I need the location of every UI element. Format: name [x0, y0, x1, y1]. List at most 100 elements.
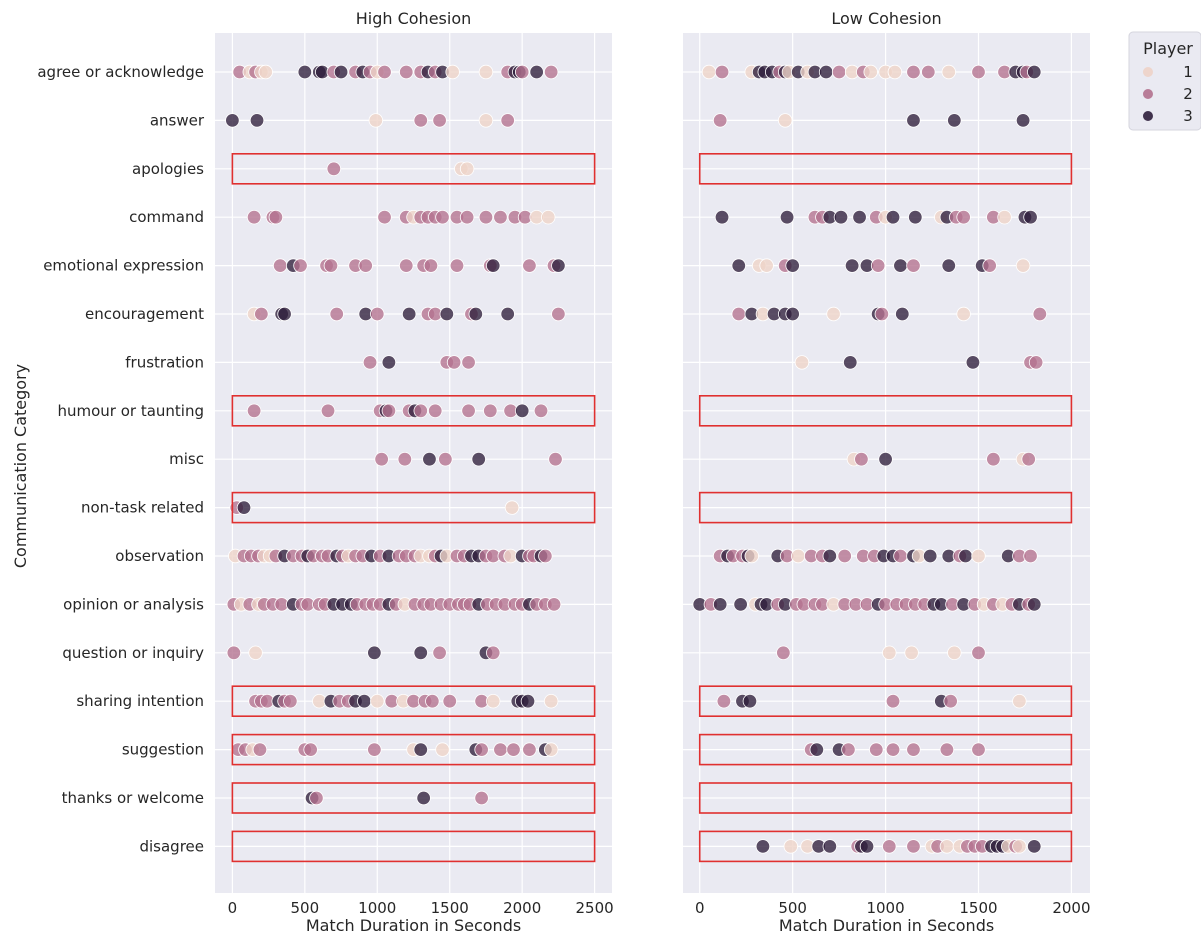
data-point: [225, 113, 240, 128]
highlight-box: [698, 491, 1073, 524]
x-axis-label: Match Duration in Seconds: [306, 916, 521, 935]
legend-entry-label: 3: [1183, 107, 1193, 125]
data-point: [432, 645, 447, 661]
panel-title: High Cohesion: [356, 9, 472, 28]
data-point: [742, 694, 758, 709]
data-point: [468, 306, 484, 322]
data-point: [522, 742, 537, 757]
data-point: [997, 209, 1012, 225]
data-point: [878, 452, 893, 467]
data-point: [783, 839, 798, 854]
x-tick-label: 1500: [959, 899, 997, 917]
data-point: [794, 355, 810, 370]
data-point: [367, 645, 382, 661]
data-point: [822, 839, 838, 854]
data-point: [413, 742, 428, 757]
data-point: [701, 64, 717, 80]
highlight-box: [231, 394, 596, 427]
data-point: [435, 209, 450, 225]
data-point: [514, 403, 530, 419]
data-point: [442, 694, 457, 709]
data-point: [874, 306, 890, 322]
legend-frame: [1128, 31, 1201, 131]
data-point: [869, 742, 884, 757]
data-point: [446, 355, 462, 370]
data-point: [1021, 452, 1036, 467]
data-point: [283, 694, 298, 709]
data-point: [504, 500, 520, 515]
highlight-box: [698, 830, 1073, 863]
category-label: frustration: [125, 353, 204, 371]
data-point: [478, 209, 494, 225]
data-point: [947, 645, 962, 661]
x-tick-label: 1500: [431, 899, 469, 917]
data-point: [459, 209, 475, 225]
x-tick-label: 1000: [358, 899, 396, 917]
data-point: [320, 403, 336, 419]
data-point: [370, 306, 385, 322]
x-tick-label: 0: [228, 899, 238, 917]
data-point: [906, 64, 921, 80]
data-point: [514, 64, 530, 80]
data-point: [459, 161, 475, 177]
data-point: [543, 64, 559, 80]
category-axis: agree or acknowledge answer apologies comma…: [37, 63, 204, 855]
category-label: question or inquiry: [62, 644, 204, 662]
data-point: [543, 742, 559, 757]
data-point: [533, 403, 549, 419]
data-point: [401, 306, 417, 322]
data-point: [921, 64, 936, 80]
panel-low-cohesion: 0 500 1000 1500 2000 Low Cohesion Match Durati…: [683, 9, 1091, 935]
data-point: [904, 645, 919, 661]
data-point: [471, 452, 486, 467]
data-point: [854, 452, 869, 467]
legend-marker: [1143, 111, 1153, 121]
data-point: [939, 742, 955, 757]
data-point: [882, 839, 897, 854]
panel-title: Low Cohesion: [831, 9, 941, 28]
data-point: [268, 209, 284, 225]
highlight-box: [698, 733, 1073, 766]
x-tick-label: 2000: [503, 899, 541, 917]
legend-title: Player: [1143, 39, 1193, 58]
data-point: [358, 258, 373, 273]
data-point: [778, 113, 793, 128]
x-axis-label: Match Duration in Seconds: [779, 916, 994, 935]
data-point: [906, 742, 921, 757]
data-point: [474, 742, 489, 757]
data-point: [438, 452, 453, 467]
legend: Player 1 2 3: [1128, 31, 1201, 131]
data-point: [500, 306, 515, 322]
data-point: [493, 209, 508, 225]
category-label: emotional expression: [43, 257, 204, 275]
data-point: [399, 258, 414, 273]
data-point: [822, 548, 838, 564]
chart-panels: 0 500 1000 1500 2000 2500 High Cohesion Match D…: [215, 9, 1091, 935]
data-point: [538, 548, 553, 564]
data-point: [1015, 113, 1031, 128]
data-point: [368, 113, 384, 128]
data-point: [956, 306, 971, 322]
data-point: [548, 452, 563, 467]
highlight-box: [698, 153, 1073, 185]
data-point: [908, 209, 923, 225]
data-point: [413, 113, 428, 128]
data-point: [374, 452, 389, 467]
data-point: [986, 452, 1001, 467]
data-point: [837, 548, 852, 564]
category-label: non-task related: [81, 499, 204, 517]
data-point: [731, 258, 746, 273]
points: [225, 64, 566, 806]
highlight-box: [698, 394, 1073, 427]
data-point: [485, 258, 501, 273]
data-point: [941, 258, 956, 273]
data-point: [445, 64, 460, 80]
data-point: [731, 306, 746, 322]
data-point: [1028, 355, 1044, 370]
data-point: [982, 258, 997, 273]
data-point: [381, 403, 397, 419]
data-point: [478, 113, 494, 128]
data-point: [252, 742, 268, 757]
data-point: [551, 258, 566, 273]
